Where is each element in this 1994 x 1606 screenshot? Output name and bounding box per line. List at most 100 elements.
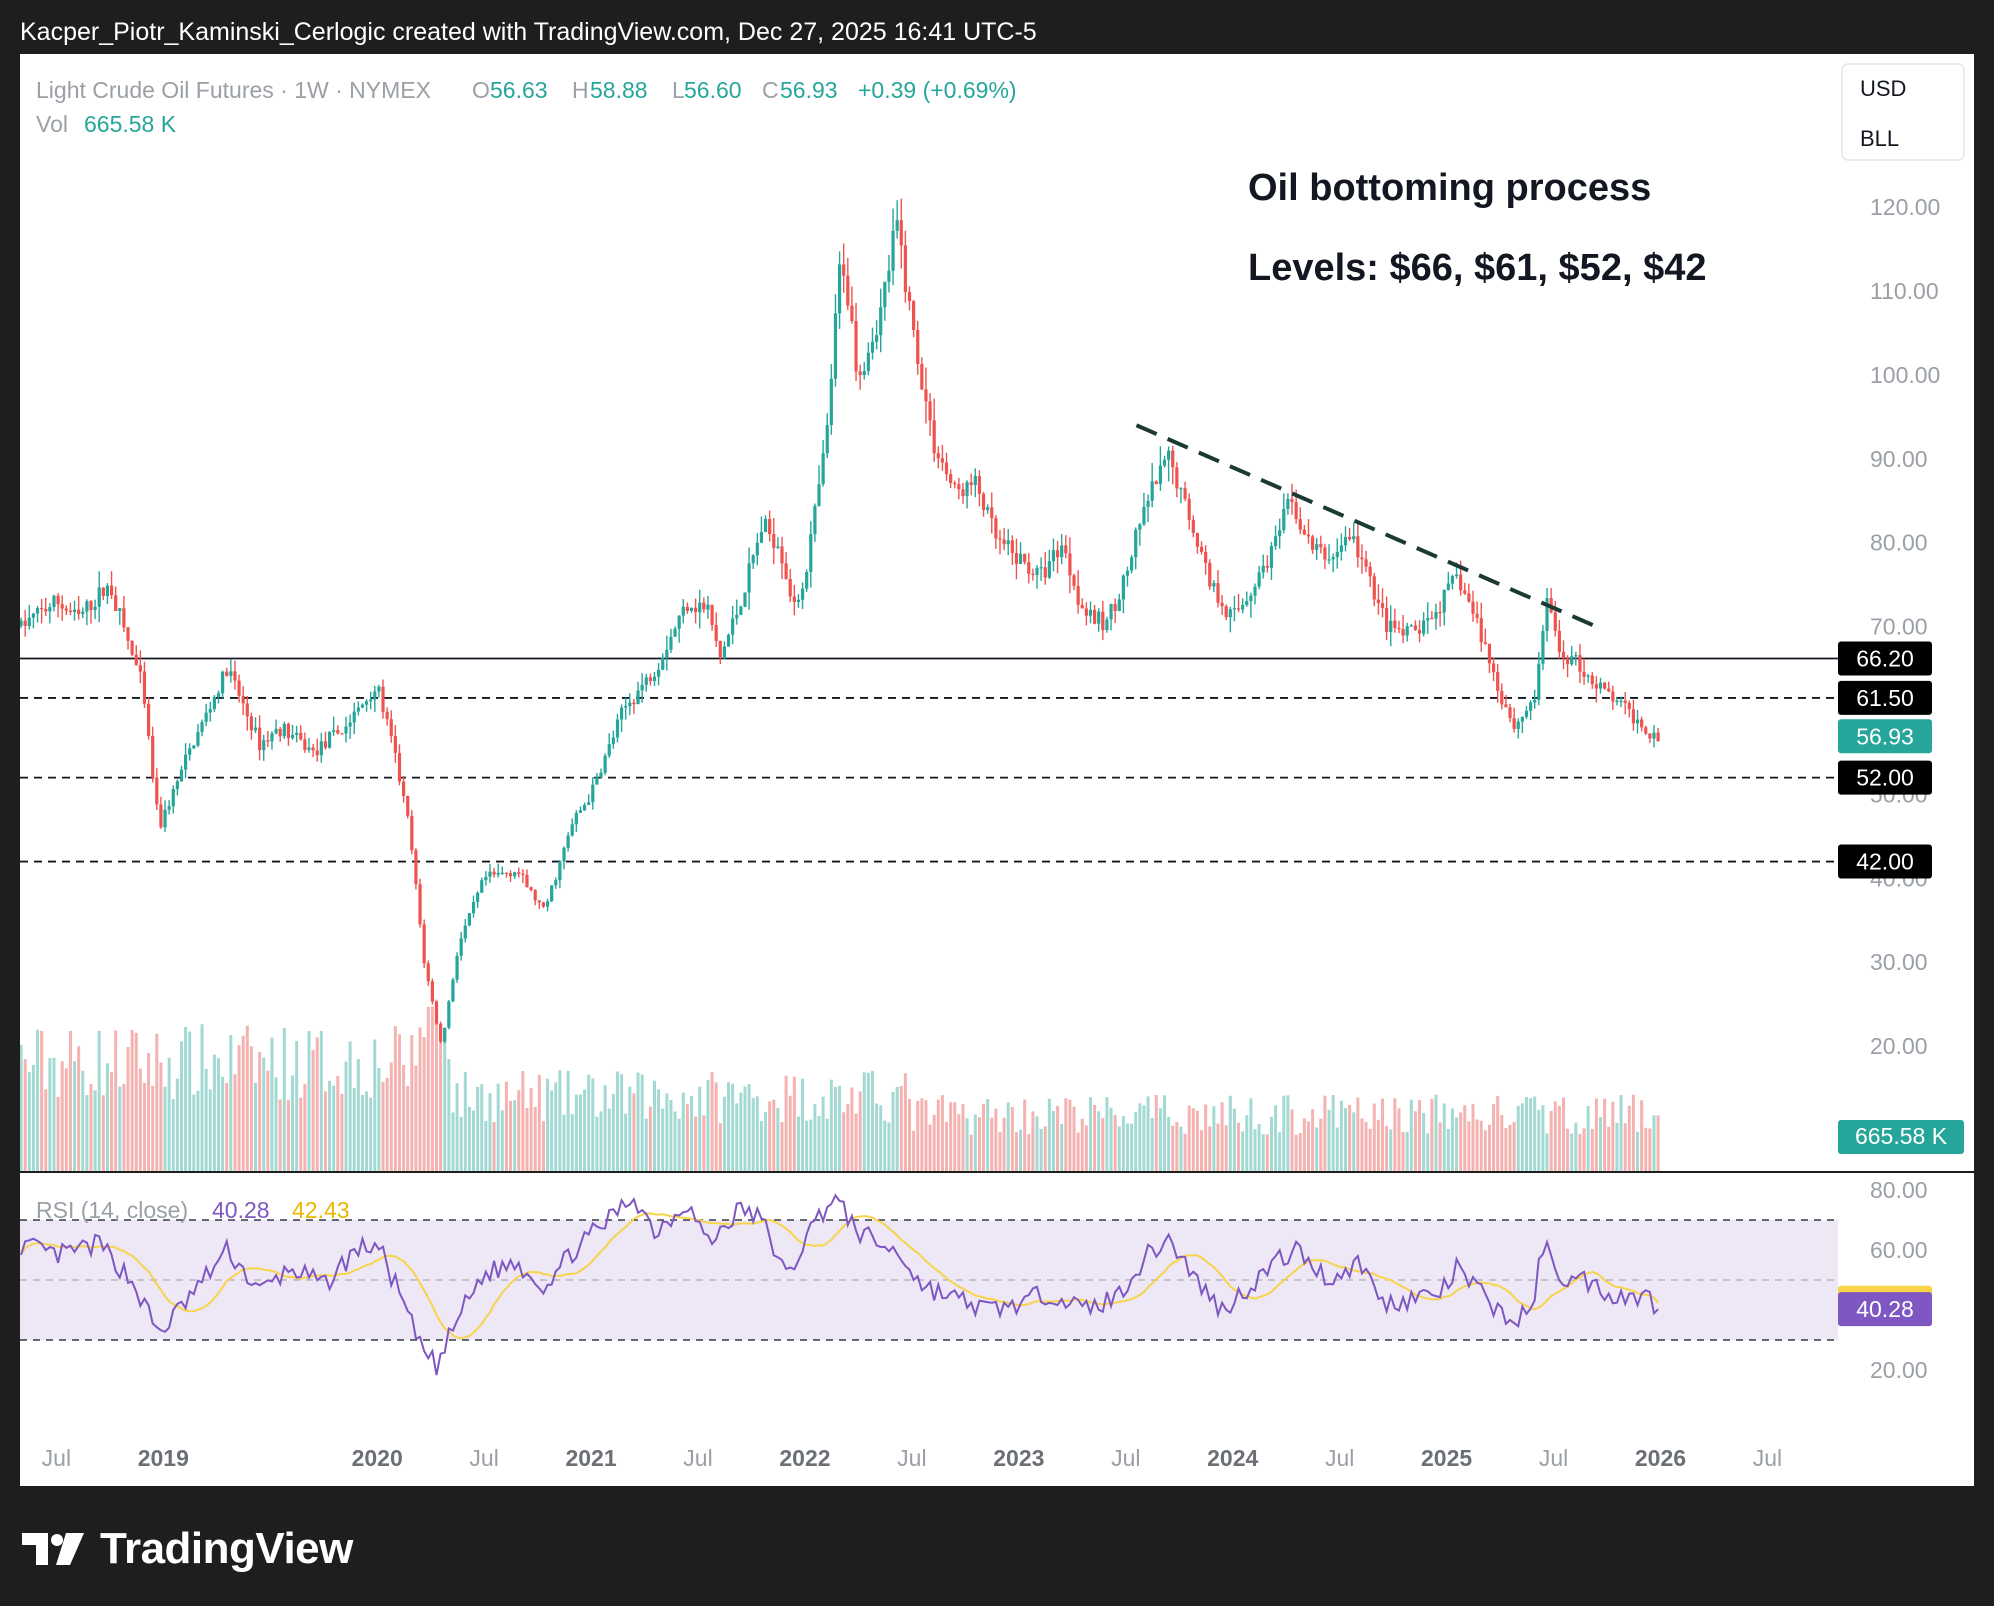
volume-bar	[928, 1124, 932, 1172]
level-badge: 66.20	[1856, 645, 1914, 671]
volume-bar	[1504, 1127, 1508, 1172]
candle-body	[747, 563, 751, 593]
candle-body	[369, 699, 373, 702]
candle-body	[323, 741, 328, 748]
volume-bar	[1010, 1106, 1014, 1172]
candle-body	[1331, 557, 1335, 560]
candle-body	[1212, 583, 1216, 587]
volume-bar	[434, 999, 438, 1172]
candle-body	[1652, 732, 1656, 739]
volume-bar	[1640, 1100, 1644, 1172]
candle-body	[953, 482, 957, 485]
candle-body	[183, 754, 188, 770]
candle-body	[1199, 546, 1204, 552]
volume-bar	[319, 1030, 323, 1172]
volume-bar	[1200, 1130, 1204, 1172]
contract-unit[interactable]: BLL	[1860, 126, 1899, 151]
volume-bar	[389, 1062, 393, 1172]
currency-box[interactable]	[1841, 63, 1965, 161]
level-badge-bg	[1838, 641, 1932, 676]
tradingview-logo[interactable]: TradingView	[22, 1524, 353, 1574]
candle-body	[414, 850, 418, 885]
volume-bar	[801, 1078, 805, 1172]
symbol-title[interactable]: Light Crude Oil Futures · 1W · NYMEX	[36, 77, 431, 103]
volume-bar	[31, 1064, 35, 1172]
volume-bar	[813, 1103, 817, 1172]
chart-attribution: Kacper_Piotr_Kaminski_Cerlogic created w…	[20, 18, 1037, 46]
candle-body	[56, 595, 60, 605]
volume-bar	[233, 1074, 237, 1172]
volume-bar	[496, 1083, 500, 1172]
volume-bar	[459, 1116, 463, 1172]
chart-panel[interactable]: 120.00110.00100.0090.0080.0070.0050.0040…	[20, 54, 1974, 1486]
volume-bar	[1163, 1095, 1167, 1172]
candle-body	[751, 555, 755, 564]
volume-bar	[1561, 1097, 1565, 1172]
volume-bar	[377, 1068, 381, 1172]
candle-body	[644, 677, 648, 685]
volume-bar	[328, 1080, 332, 1172]
candle-body	[1224, 606, 1228, 618]
candle-body	[702, 602, 706, 610]
candle-body	[912, 301, 916, 330]
candle-body	[628, 702, 632, 707]
candle-body	[146, 703, 151, 736]
candle-body	[1175, 467, 1179, 489]
candle-body	[624, 706, 628, 708]
candle-body	[48, 607, 52, 612]
candle-body	[134, 654, 138, 666]
candle-body	[928, 401, 932, 421]
candle-body	[517, 872, 521, 874]
volume-bar	[846, 1103, 850, 1172]
candle-body	[130, 640, 134, 655]
volume-bar	[1072, 1106, 1076, 1172]
candle-body	[1360, 557, 1364, 560]
volume-bar	[1142, 1105, 1146, 1172]
volume-bar	[1364, 1121, 1368, 1172]
candle-body	[1310, 536, 1315, 550]
candle-body	[1068, 553, 1072, 576]
volume-bar	[1339, 1100, 1343, 1172]
volume-bar	[1278, 1132, 1282, 1172]
candle-body	[155, 777, 159, 805]
chart-canvas[interactable]: 120.00110.00100.0090.0080.0070.0050.0040…	[20, 54, 1974, 1486]
annotation-levels[interactable]: Levels: $66, $61, $52, $42	[1248, 247, 1706, 289]
candle-body	[591, 784, 595, 803]
candle-body	[759, 532, 764, 543]
volume-bar	[23, 1059, 27, 1172]
volume-bar	[200, 1024, 204, 1172]
volume-bar	[1109, 1107, 1113, 1172]
ohlc-open-label: O	[472, 77, 490, 103]
candle-body	[533, 890, 537, 901]
currency-unit[interactable]: USD	[1860, 76, 1906, 101]
volume-bar	[1261, 1134, 1265, 1172]
volume-bar	[344, 1061, 348, 1172]
annotation-title[interactable]: Oil bottoming process	[1248, 167, 1651, 209]
volume-bar	[1237, 1122, 1241, 1172]
volume-bar	[1463, 1105, 1467, 1172]
candle-body	[973, 476, 977, 486]
candle-body	[994, 518, 998, 539]
volume-bar	[1043, 1126, 1047, 1172]
ohlc-high-label: H	[572, 77, 589, 103]
volume-bar	[1582, 1128, 1586, 1172]
time-tick-label: Jul	[683, 1445, 712, 1471]
candle-body	[315, 750, 319, 756]
volume-bar	[480, 1084, 484, 1172]
volume-bar	[809, 1119, 813, 1172]
volume-bar	[167, 1057, 171, 1172]
volume-bar	[204, 1068, 208, 1172]
volume-bar	[1508, 1124, 1512, 1172]
volume-bar	[517, 1090, 521, 1172]
candle-body	[694, 607, 698, 613]
volume-bar	[1257, 1124, 1261, 1172]
volume-bar	[977, 1117, 981, 1172]
volume-bar	[537, 1074, 541, 1172]
volume-bar	[1520, 1103, 1524, 1172]
candle-body	[89, 601, 93, 611]
candle-body	[850, 305, 854, 322]
volume-bar	[1224, 1125, 1228, 1172]
rsi-title[interactable]: RSI (14, close)	[36, 1197, 188, 1223]
volume-bar	[381, 1081, 385, 1172]
volume-bar	[1422, 1112, 1426, 1172]
